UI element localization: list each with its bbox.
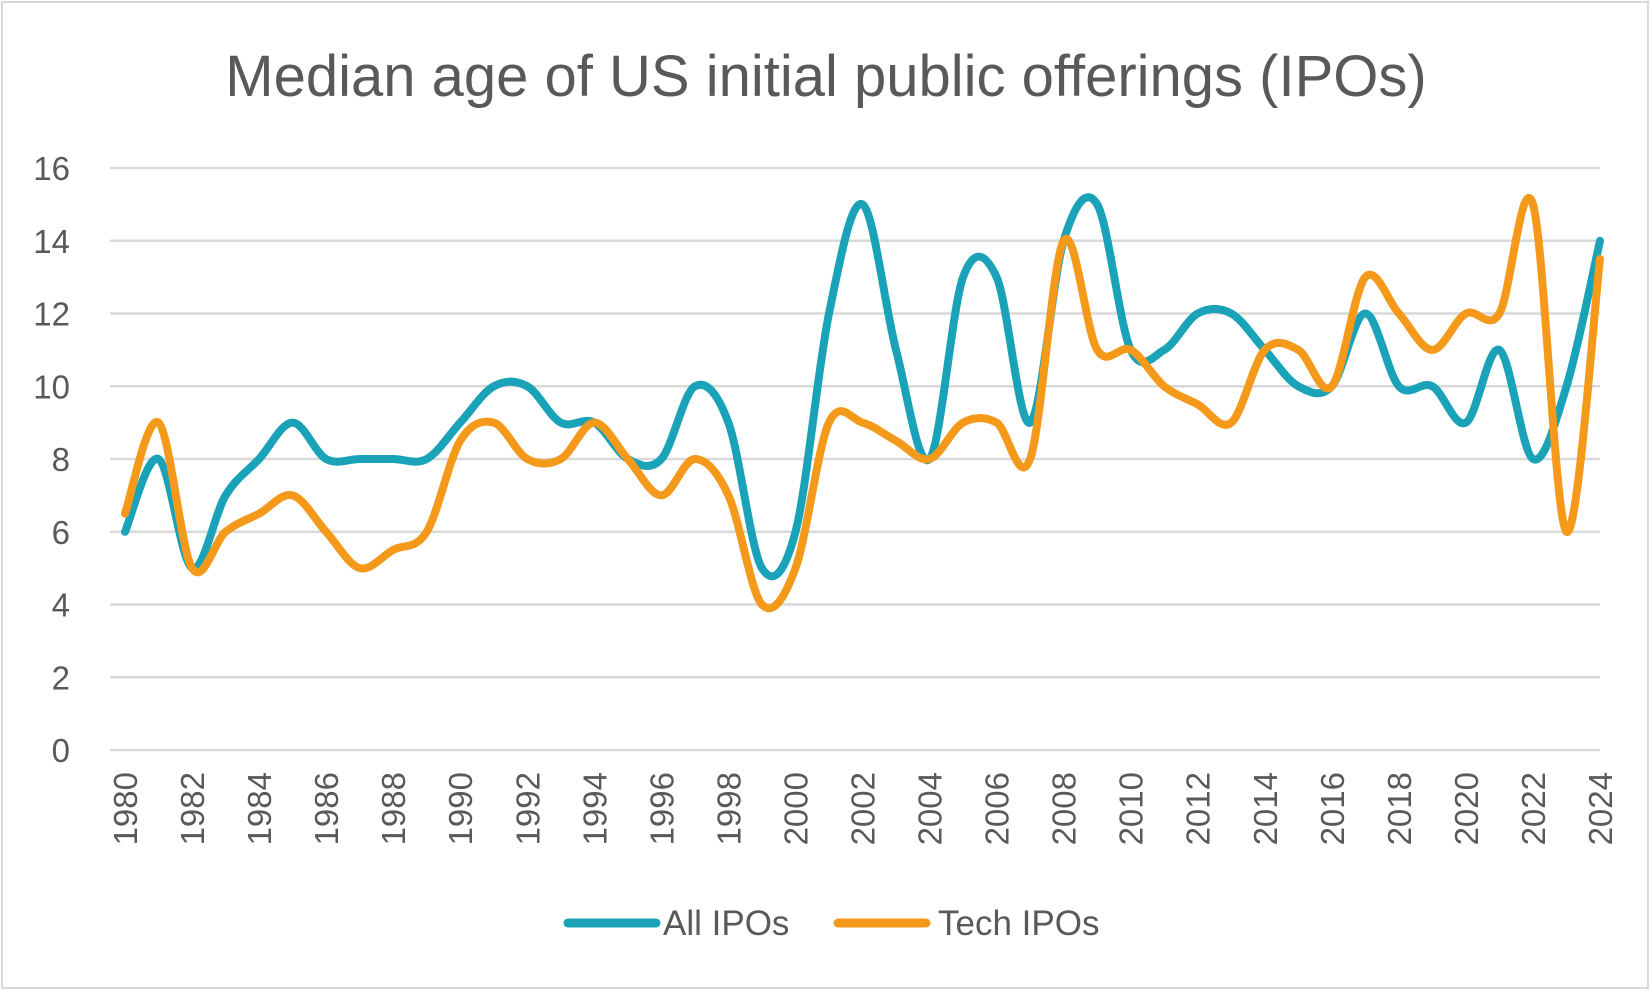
legend-label-all-ipos: All IPOs: [663, 904, 789, 943]
legend: All IPOs Tech IPOs: [563, 904, 1099, 943]
x-tick-label: 1988: [375, 772, 412, 845]
x-tick-label: 2002: [845, 772, 882, 845]
x-tick-label: 1984: [241, 772, 278, 845]
y-tick-label: 16: [33, 150, 70, 187]
x-tick-label: 1994: [576, 772, 613, 845]
x-tick-label: 2024: [1582, 772, 1619, 845]
x-tick-label: 1982: [174, 772, 211, 845]
x-tick-label: 2016: [1314, 772, 1351, 845]
x-axis-ticks: 1980 1982 1984 1986 1988 1990 1992 1994 1996 1998…: [107, 772, 1619, 845]
y-tick-label: 6: [52, 514, 70, 551]
x-tick-label: 2018: [1381, 772, 1418, 845]
y-tick-label: 4: [52, 587, 70, 624]
y-tick-label: 12: [33, 296, 70, 333]
y-axis-ticks: 0 2 4 6 8 10 12 14 16: [33, 150, 70, 769]
x-tick-label: 2004: [912, 772, 949, 845]
x-tick-label: 1996: [643, 772, 680, 845]
x-tick-label: 1990: [442, 772, 479, 845]
x-tick-label: 2014: [1247, 772, 1284, 845]
x-tick-label: 2020: [1448, 772, 1485, 845]
series-lines: [121, 193, 1604, 613]
y-tick-label: 0: [52, 732, 70, 769]
series-line-tech-ipos: [121, 194, 1604, 613]
x-tick-label: 1986: [308, 772, 345, 845]
x-tick-label: 1980: [107, 772, 144, 845]
x-tick-label: 2010: [1113, 772, 1150, 845]
series-line-all-ipos: [121, 193, 1604, 581]
x-tick-label: 2008: [1046, 772, 1083, 845]
y-tick-label: 14: [33, 223, 70, 260]
x-tick-label: 2012: [1180, 772, 1217, 845]
y-tick-label: 2: [52, 659, 70, 696]
x-tick-label: 2022: [1515, 772, 1552, 845]
x-tick-label: 1998: [710, 772, 747, 845]
y-tick-label: 8: [52, 441, 70, 478]
x-tick-label: 2006: [979, 772, 1016, 845]
chart-title: Median age of US initial public offering…: [225, 44, 1426, 109]
y-tick-label: 10: [33, 368, 70, 405]
x-tick-label: 1992: [509, 772, 546, 845]
legend-label-tech-ipos: Tech IPOs: [938, 904, 1099, 943]
x-tick-label: 2000: [777, 772, 814, 845]
